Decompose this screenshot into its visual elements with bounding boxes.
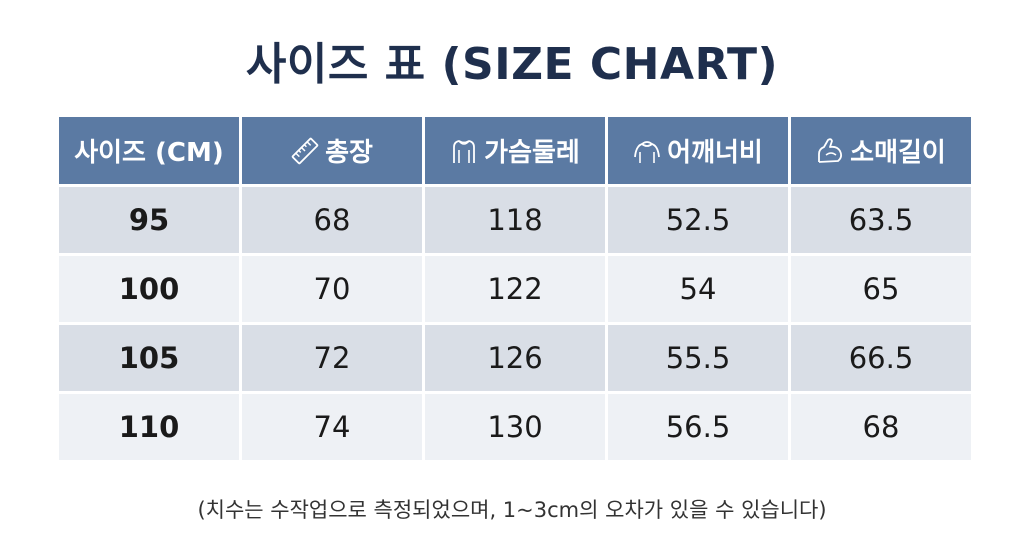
header-shoulder: 어깨너비	[608, 117, 788, 184]
ruler-icon	[291, 137, 319, 165]
chest-cell: 130	[425, 394, 605, 460]
header-chest: 가슴둘레	[425, 117, 605, 184]
header-label: 사이즈 (CM)	[74, 138, 224, 168]
table-row: 105 72 126 55.5 66.5	[59, 325, 971, 391]
total-length-cell: 70	[242, 256, 422, 322]
sleeve-cell: 68	[791, 394, 971, 460]
chest-cell: 126	[425, 325, 605, 391]
header-label: 가슴둘레	[484, 138, 580, 168]
table-row: 110 74 130 56.5 68	[59, 394, 971, 460]
shirt-chest-icon	[450, 137, 478, 165]
header-label: 어깨너비	[667, 138, 763, 168]
chest-cell: 118	[425, 187, 605, 253]
header-total-length: 총장	[242, 117, 422, 184]
size-cell: 100	[59, 256, 239, 322]
shoulder-cell: 52.5	[608, 187, 788, 253]
sleeve-cell: 63.5	[791, 187, 971, 253]
shoulder-cell: 56.5	[608, 394, 788, 460]
table-row: 100 70 122 54 65	[59, 256, 971, 322]
shoulder-cell: 54	[608, 256, 788, 322]
size-cell: 110	[59, 394, 239, 460]
arm-icon	[816, 137, 844, 165]
chest-cell: 122	[425, 256, 605, 322]
shoulder-cell: 55.5	[608, 325, 788, 391]
shoulder-icon	[633, 137, 661, 165]
total-length-cell: 72	[242, 325, 422, 391]
header-label: 소매길이	[850, 138, 946, 168]
table-row: 95 68 118 52.5 63.5	[59, 187, 971, 253]
measurement-note: (치수는 수작업으로 측정되었으며, 1~3cm의 오차가 있을 수 있습니다)	[197, 498, 827, 522]
page-title: 사이즈 표 (SIZE CHART)	[245, 39, 779, 90]
total-length-cell: 74	[242, 394, 422, 460]
table-header-row: 사이즈 (CM) 총장	[59, 117, 971, 184]
size-chart-table: 사이즈 (CM) 총장	[56, 114, 974, 463]
header-label: 총장	[325, 138, 373, 168]
total-length-cell: 68	[242, 187, 422, 253]
size-cell: 95	[59, 187, 239, 253]
header-size: 사이즈 (CM)	[59, 117, 239, 184]
size-cell: 105	[59, 325, 239, 391]
header-sleeve: 소매길이	[791, 117, 971, 184]
sleeve-cell: 65	[791, 256, 971, 322]
sleeve-cell: 66.5	[791, 325, 971, 391]
